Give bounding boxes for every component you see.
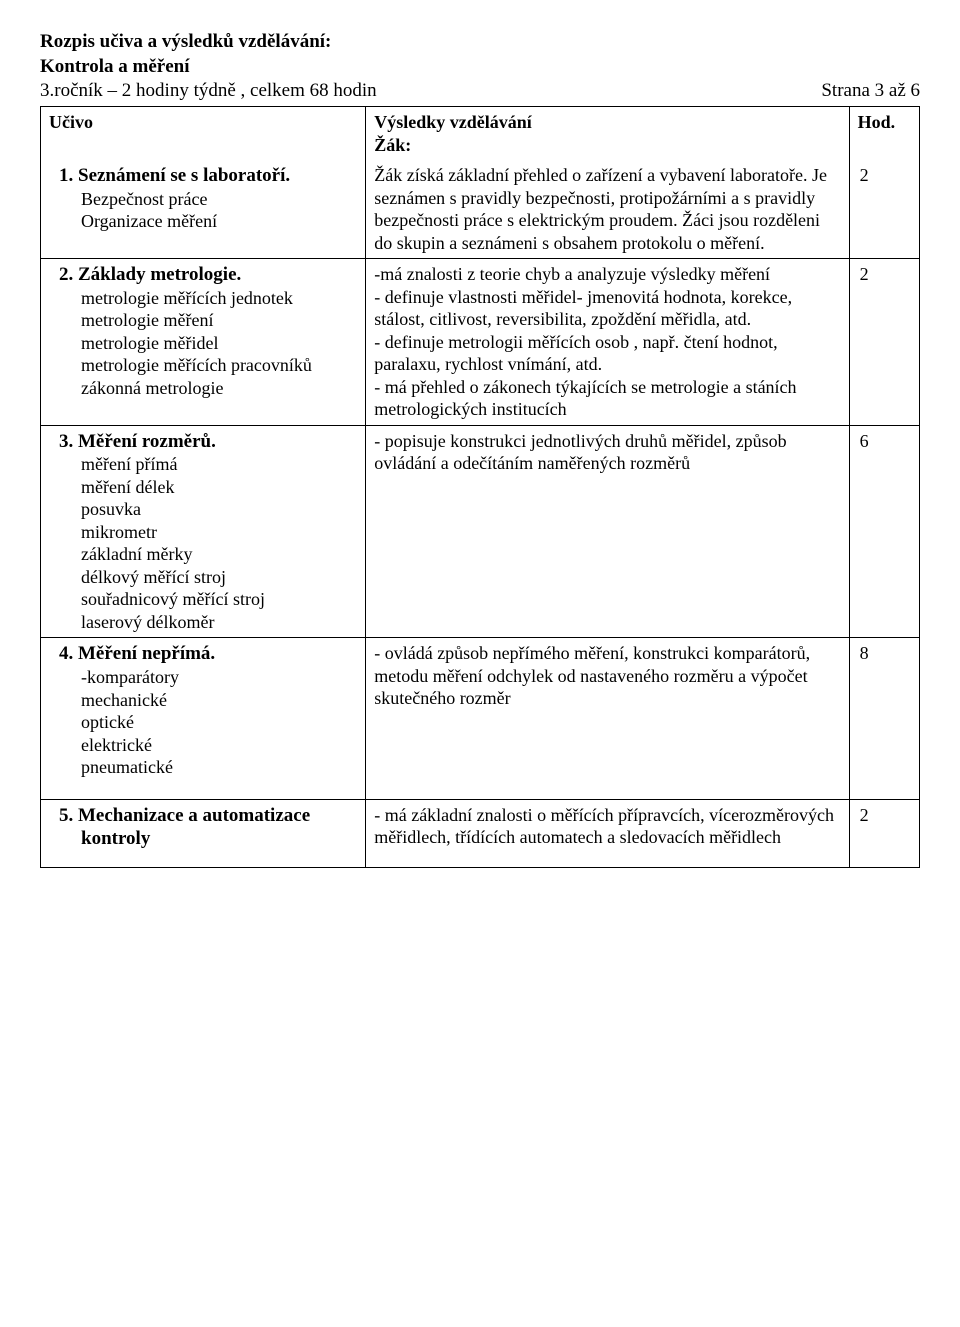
ucivo-sub: -komparátory (81, 666, 357, 689)
ucivo-sub: mikrometr (81, 521, 357, 544)
table-row: 3. Měření rozměrů. měření přímá měření d… (41, 425, 920, 638)
ucivo-sub: metrologie měřících pracovníků (81, 354, 357, 377)
ucivo-sub: základní měrky (81, 543, 357, 566)
col-header-vysledky: Výsledky vzdělávání Žák: (366, 107, 849, 161)
ucivo-sub: zákonná metrologie (81, 377, 357, 400)
row-num: 2. (59, 264, 73, 285)
ucivo-sub: Bezpečnost práce (81, 188, 357, 211)
result-cell: - má základní znalosti o měřících přípra… (366, 799, 849, 868)
row-title: Mechanizace a automatizace kontroly (78, 805, 310, 850)
curriculum-table: Učivo Výsledky vzdělávání Žák: Hod. 1. S… (40, 106, 920, 868)
row-title: Základy metrologie. (78, 264, 241, 285)
ucivo-sub: posuvka (81, 498, 357, 521)
ucivo-cell: 3. Měření rozměrů. měření přímá měření d… (41, 425, 366, 638)
ucivo-sub: metrologie měření (81, 309, 357, 332)
table-header-row: Učivo Výsledky vzdělávání Žák: Hod. (41, 107, 920, 161)
ucivo-sub: délkový měřící stroj (81, 566, 357, 589)
ucivo-cell: 1. Seznámení se s laboratoří. Bezpečnost… (41, 160, 366, 259)
schedule-right: Strana 3 až 6 (821, 79, 920, 104)
ucivo-sub: elektrické (81, 734, 357, 757)
ucivo-title: 1. Seznámení se s laboratoří. (81, 164, 357, 188)
doc-title-1: Rozpis učiva a výsledků vzdělávání: (40, 30, 920, 55)
table-row: 2. Základy metrologie. metrologie měřící… (41, 259, 920, 426)
table-row: 4. Měření nepřímá. -komparátory mechanic… (41, 638, 920, 799)
result-cell: -má znalosti z teorie chyb a analyzuje v… (366, 259, 849, 426)
ucivo-title: 2. Základy metrologie. (81, 263, 357, 287)
ucivo-sub: měření délek (81, 476, 357, 499)
row-title: Měření rozměrů. (78, 431, 216, 452)
result-cell: - popisuje konstrukci jednotlivých druhů… (366, 425, 849, 638)
ucivo-sub: Organizace měření (81, 210, 357, 233)
ucivo-cell: 2. Základy metrologie. metrologie měřící… (41, 259, 366, 426)
ucivo-sub: metrologie měřidel (81, 332, 357, 355)
ucivo-sub: metrologie měřících jednotek (81, 287, 357, 310)
result-cell: Žák získá základní přehled o zařízení a … (366, 160, 849, 259)
hours-cell: 8 (849, 638, 919, 799)
hours-cell: 2 (849, 799, 919, 868)
col-header-hod: Hod. (849, 107, 919, 161)
col-header-ucivo: Učivo (41, 107, 366, 161)
doc-title-2: Kontrola a měření (40, 55, 920, 80)
ucivo-sub: souřadnicový měřící stroj (81, 588, 357, 611)
ucivo-title: 3. Měření rozměrů. (81, 430, 357, 454)
zak-label: Žák: (374, 135, 411, 155)
row-num: 3. (59, 431, 73, 452)
ucivo-cell: 4. Měření nepřímá. -komparátory mechanic… (41, 638, 366, 799)
table-row: 5. Mechanizace a automatizace kontroly -… (41, 799, 920, 868)
ucivo-sub: laserový délkoměr (81, 611, 357, 634)
row-title: Seznámení se s laboratoří. (78, 165, 290, 186)
hours-cell: 2 (849, 160, 919, 259)
ucivo-title: 5. Mechanizace a automatizace kontroly (81, 804, 357, 852)
hours-cell: 2 (849, 259, 919, 426)
table-row: 1. Seznámení se s laboratoří. Bezpečnost… (41, 160, 920, 259)
doc-schedule-row: 3.ročník – 2 hodiny týdně , celkem 68 ho… (40, 79, 920, 104)
hours-cell: 6 (849, 425, 919, 638)
ucivo-cell: 5. Mechanizace a automatizace kontroly (41, 799, 366, 868)
schedule-left: 3.ročník – 2 hodiny týdně , celkem 68 ho… (40, 79, 377, 104)
ucivo-sub: optické (81, 711, 357, 734)
result-cell: - ovládá způsob nepřímého měření, konstr… (366, 638, 849, 799)
ucivo-sub: mechanické (81, 689, 357, 712)
row-num: 5. (59, 805, 73, 826)
vysledky-label: Výsledky vzdělávání (374, 112, 532, 132)
ucivo-title: 4. Měření nepřímá. (81, 642, 357, 666)
ucivo-sub: měření přímá (81, 453, 357, 476)
ucivo-sub: pneumatické (81, 756, 357, 779)
row-title: Měření nepřímá. (78, 643, 215, 664)
row-num: 4. (59, 643, 73, 664)
row-num: 1. (59, 165, 73, 186)
